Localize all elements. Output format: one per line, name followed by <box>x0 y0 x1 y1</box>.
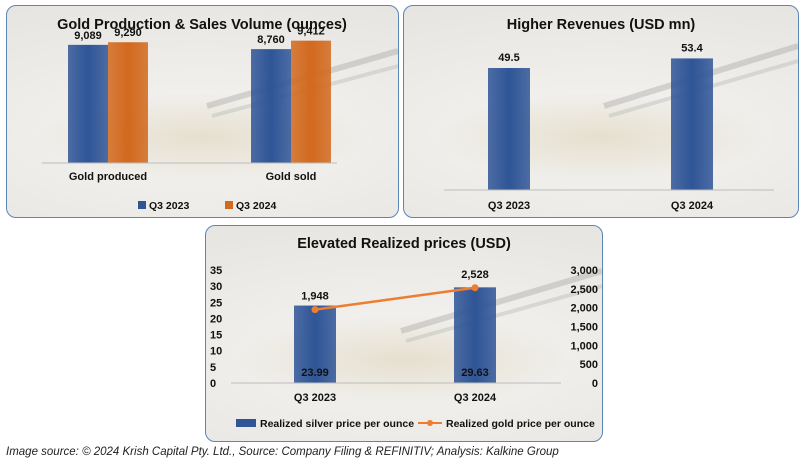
chart3-gold-price-line <box>314 286 476 311</box>
chart3-silver-bar-1 <box>454 287 496 383</box>
chart3-left-tick-label: 35 <box>210 265 222 277</box>
chart2-category-q3-2024: Q3 2024 <box>671 200 714 212</box>
chart1-bar-q3-2024-0 <box>108 42 148 164</box>
chart3-left-tick-label: 15 <box>210 330 222 342</box>
chart2-bar-0 <box>488 68 530 190</box>
chart3-left-tick-label: 30 <box>210 281 222 293</box>
chart3-gold-data-label: 1,948 <box>301 291 329 303</box>
chart1-bar-q3-2024-1 <box>291 40 331 164</box>
tweezers-background-decoration <box>400 268 602 343</box>
gold-production-sales-chart: Gold Production & Sales Volume (ounces) … <box>42 17 398 212</box>
gold-production-sales-panel: Gold Production & Sales Volume (ounces) … <box>6 5 399 218</box>
legend-label-q3-2024: Q3 2024 <box>236 200 276 212</box>
chart3-right-tick-label: 1,000 <box>570 340 598 352</box>
image-source-footer: Image source: © 2024 Krish Capital Pty. … <box>6 446 559 458</box>
chart3-category-q3-2023: Q3 2023 <box>294 392 336 404</box>
chart3-left-tick-label: 10 <box>210 346 222 358</box>
chart1-data-label: 9,412 <box>297 26 325 38</box>
chart1-title: Gold Production & Sales Volume (ounces) <box>57 17 347 33</box>
chart1-category-gold-sold: Gold sold <box>266 171 317 183</box>
chart2-data-label: 53.4 <box>681 42 703 54</box>
chart3-right-tick-label: 2,500 <box>570 284 598 296</box>
chart3-left-tick-label: 0 <box>210 378 216 390</box>
chart3-gold-price-point <box>471 284 479 292</box>
chart3-right-tick-label: 0 <box>592 378 598 390</box>
higher-revenues-panel: Higher Revenues (USD mn) 49.5 53.4 Q3 202… <box>403 5 799 218</box>
chart3-right-tick-label: 500 <box>580 359 598 371</box>
chart1-legend: Q3 2023 Q3 2024 <box>138 200 276 212</box>
legend-label-q3-2023: Q3 2023 <box>149 200 189 212</box>
chart3-right-tick-label: 3,000 <box>570 265 598 277</box>
chart1-bar-q3-2023-0 <box>68 44 108 163</box>
chart2-title: Higher Revenues (USD mn) <box>507 17 696 33</box>
chart1-data-label: 9,089 <box>74 30 102 42</box>
legend-marker-gold-price <box>427 420 433 426</box>
chart2-bar-1 <box>671 58 713 191</box>
chart3-gold-price-point <box>311 306 319 314</box>
chart3-silver-bar-0 <box>294 305 336 383</box>
chart3-left-tick-label: 20 <box>210 313 222 325</box>
higher-revenues-chart: Higher Revenues (USD mn) 49.5 53.4 Q3 202… <box>444 17 798 212</box>
chart2-data-label: 49.5 <box>498 52 519 64</box>
chart1-category-gold-produced: Gold produced <box>69 171 147 183</box>
legend-swatch-q3-2024 <box>225 201 233 209</box>
chart2-category-q3-2023: Q3 2023 <box>488 200 530 212</box>
legend-label-silver-price: Realized silver price per ounce <box>260 418 414 430</box>
chart3-legend: Realized silver price per ounce Realized… <box>236 418 595 430</box>
chart1-bar-q3-2023-1 <box>251 49 291 164</box>
chart3-left-tick-label: 5 <box>210 362 216 374</box>
realized-prices-panel: Elevated Realized prices (USD) 35 30 25 20 1… <box>205 225 603 442</box>
chart3-title: Elevated Realized prices (USD) <box>297 236 511 252</box>
chart3-gold-data-label: 2,528 <box>461 269 489 281</box>
legend-swatch-silver-price <box>236 419 256 427</box>
chart3-silver-data-label: 29.63 <box>461 367 489 379</box>
chart3-right-tick-label: 2,000 <box>570 303 598 315</box>
chart1-data-label: 8,760 <box>257 34 285 46</box>
legend-swatch-q3-2023 <box>138 201 146 209</box>
chart3-silver-data-label: 23.99 <box>301 367 329 379</box>
legend-label-gold-price: Realized gold price per ounce <box>446 418 595 430</box>
realized-prices-chart: Elevated Realized prices (USD) 35 30 25 20 1… <box>210 236 602 430</box>
chart3-category-q3-2024: Q3 2024 <box>454 392 497 404</box>
chart3-right-tick-label: 1,500 <box>570 322 598 334</box>
chart1-data-label: 9,290 <box>114 27 142 39</box>
chart3-left-tick-label: 25 <box>210 297 222 309</box>
